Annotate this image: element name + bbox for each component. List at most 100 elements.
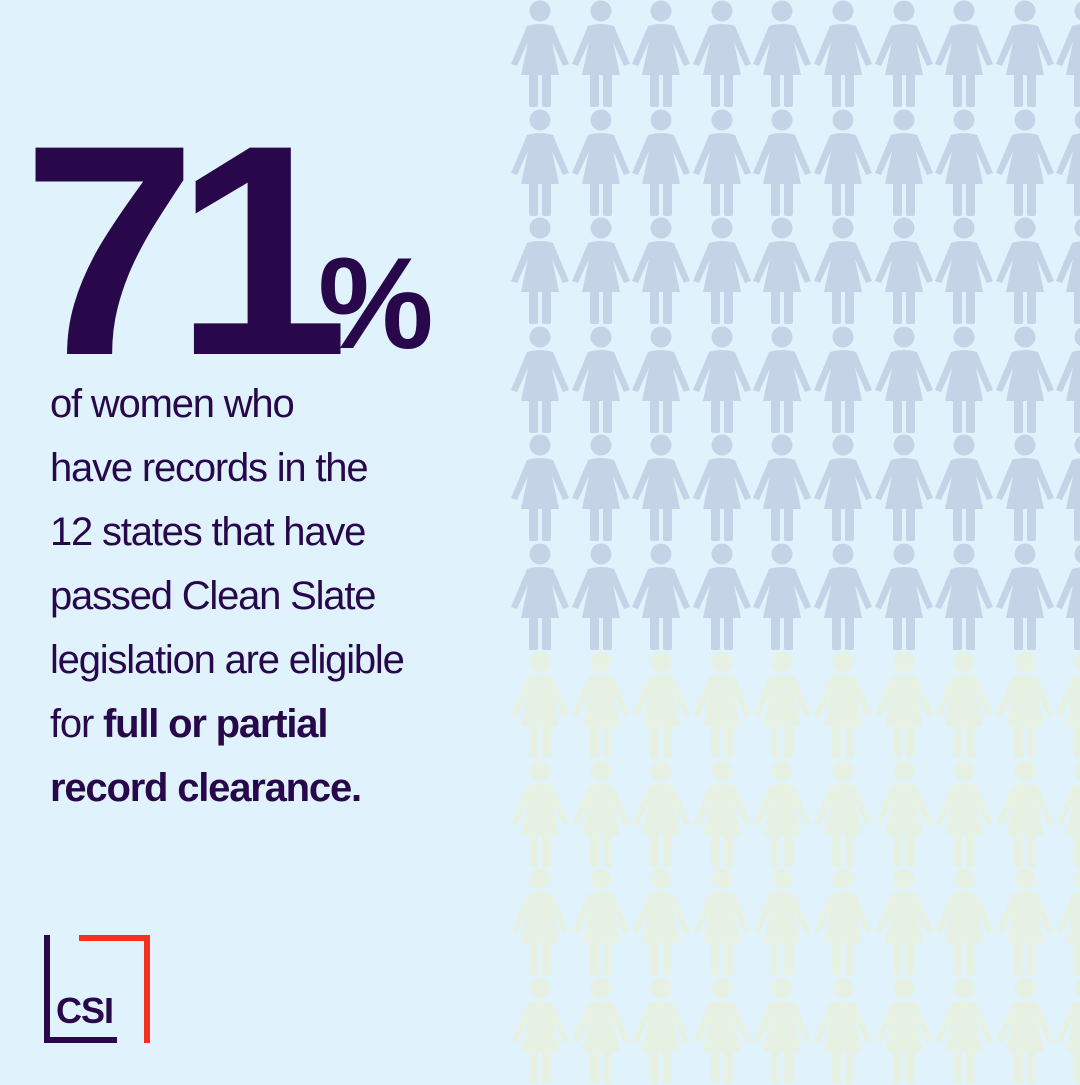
woman-figure-icon [1050, 977, 1080, 1085]
woman-figure-icon [626, 543, 696, 651]
woman-figure-icon [1050, 109, 1080, 217]
woman-figure-icon [808, 109, 878, 217]
woman-figure-icon [505, 217, 575, 325]
woman-figure-icon [929, 543, 999, 651]
woman-figure-icon [626, 434, 696, 542]
woman-figure-icon [566, 0, 636, 108]
woman-figure-icon [990, 0, 1060, 108]
woman-figure-icon [808, 651, 878, 759]
logo-frame-left [44, 935, 50, 1043]
woman-figure-icon [929, 326, 999, 434]
statistic-description: of women who have records in the 12 stat… [50, 372, 480, 820]
woman-figure-icon [929, 977, 999, 1085]
woman-figure-icon [687, 760, 757, 868]
woman-figure-icon [687, 977, 757, 1085]
description-line: legislation are eligible [50, 638, 405, 682]
woman-figure-icon [869, 543, 939, 651]
woman-figure-icon [687, 651, 757, 759]
description-line: of women who [50, 382, 295, 426]
woman-figure-icon [687, 109, 757, 217]
woman-figure-icon [808, 434, 878, 542]
woman-figure-icon [747, 760, 817, 868]
woman-figure-icon [747, 326, 817, 434]
woman-figure-icon [626, 868, 696, 976]
woman-figure-icon [808, 543, 878, 651]
woman-figure-icon [929, 434, 999, 542]
woman-figure-icon [566, 543, 636, 651]
woman-figure-icon [566, 434, 636, 542]
woman-figure-icon [808, 977, 878, 1085]
woman-figure-icon [747, 543, 817, 651]
woman-figure-icon [990, 217, 1060, 325]
csi-logo: CSI [44, 935, 152, 1045]
woman-figure-icon [869, 0, 939, 108]
woman-figure-icon [687, 217, 757, 325]
woman-figure-icon [687, 326, 757, 434]
woman-figure-icon [505, 543, 575, 651]
woman-figure-icon [808, 326, 878, 434]
woman-figure-icon [626, 651, 696, 759]
woman-figure-icon [869, 109, 939, 217]
woman-figure-icon [505, 109, 575, 217]
headline-number: 71 [22, 82, 349, 418]
woman-figure-icon [990, 543, 1060, 651]
woman-figure-icon [626, 760, 696, 868]
woman-figure-icon [747, 868, 817, 976]
woman-figure-icon [747, 651, 817, 759]
woman-figure-icon [505, 760, 575, 868]
woman-figure-icon [566, 217, 636, 325]
woman-pictogram-grid [505, 0, 1080, 1084]
woman-figure-icon [747, 0, 817, 108]
woman-figure-icon [808, 0, 878, 108]
woman-figure-icon [566, 651, 636, 759]
woman-figure-icon [505, 326, 575, 434]
woman-figure-icon [869, 217, 939, 325]
woman-figure-icon [747, 109, 817, 217]
woman-figure-icon [1050, 543, 1080, 651]
headline-percent-sign: % [318, 230, 434, 376]
description-line: have records in the [50, 446, 369, 490]
woman-figure-icon [1050, 326, 1080, 434]
woman-figure-icon [1050, 868, 1080, 976]
woman-figure-icon [687, 434, 757, 542]
woman-figure-icon [990, 109, 1060, 217]
woman-figure-icon [566, 760, 636, 868]
woman-figure-icon [869, 868, 939, 976]
description-line: passed Clean Slate [50, 574, 376, 618]
woman-figure-icon [687, 868, 757, 976]
woman-figure-icon [869, 977, 939, 1085]
woman-figure-icon [929, 651, 999, 759]
woman-figure-icon [747, 217, 817, 325]
woman-figure-icon [626, 326, 696, 434]
woman-figure-icon [869, 651, 939, 759]
woman-figure-icon [869, 760, 939, 868]
description-regular: for [50, 702, 103, 746]
description-emphasis: full or partial [103, 702, 328, 746]
woman-figure-icon [687, 543, 757, 651]
description-line: record clearance. [50, 756, 480, 820]
woman-figure-icon [808, 760, 878, 868]
woman-figure-icon [1050, 651, 1080, 759]
woman-figure-icon [990, 651, 1060, 759]
woman-figure-icon [747, 977, 817, 1085]
woman-figure-icon [626, 109, 696, 217]
woman-figure-icon [990, 326, 1060, 434]
description-emphasis: record clearance. [50, 766, 362, 810]
description-line: for full or partial [50, 692, 480, 756]
woman-figure-icon [626, 977, 696, 1085]
woman-figure-icon [990, 977, 1060, 1085]
woman-figure-icon [566, 868, 636, 976]
woman-figure-icon [929, 109, 999, 217]
woman-figure-icon [747, 434, 817, 542]
woman-figure-icon [505, 977, 575, 1085]
woman-figure-icon [929, 760, 999, 868]
woman-figure-icon [1050, 217, 1080, 325]
woman-figure-icon [929, 868, 999, 976]
woman-figure-icon [808, 868, 878, 976]
logo-frame-top [79, 935, 150, 941]
woman-figure-icon [687, 0, 757, 108]
description-line: 12 states that have [50, 510, 366, 554]
woman-figure-icon [566, 109, 636, 217]
woman-figure-icon [1050, 760, 1080, 868]
woman-figure-icon [990, 868, 1060, 976]
